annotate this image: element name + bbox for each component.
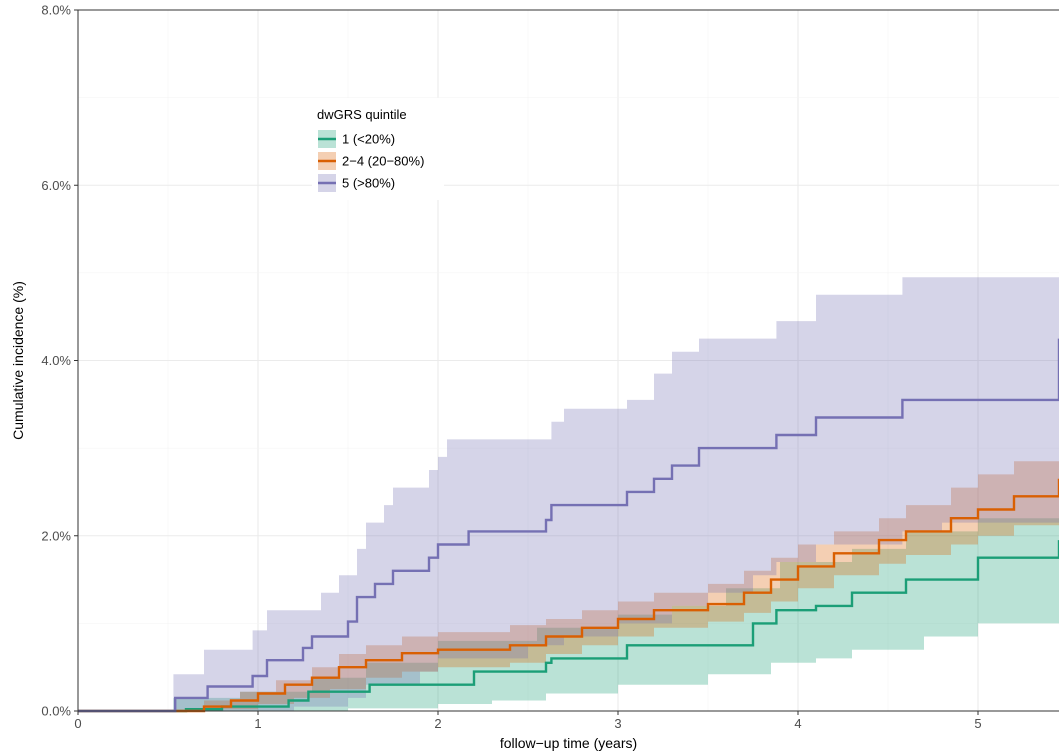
x-tick-label: 2 (434, 716, 441, 731)
confidence-band-1 (78, 505, 1059, 711)
x-tick-label: 3 (614, 716, 621, 731)
x-tick-label: 0 (74, 716, 81, 731)
y-tick-label: 0.0% (41, 704, 71, 719)
y-tick-label: 4.0% (41, 353, 71, 368)
x-tick-label: 4 (794, 716, 801, 731)
x-tick-label: 1 (254, 716, 261, 731)
incidence-lines (78, 338, 1059, 713)
y-tick-label: 8.0% (41, 3, 71, 18)
legend-label: 5 (>80%) (342, 176, 395, 191)
x-axis-title: follow−up time (years) (500, 735, 637, 751)
axis-ticks: 0 1 2 3 4 5 0.0% 2.0% 4.0% 6.0% 8.0% (41, 3, 981, 732)
legend-title: dwGRS quintile (317, 107, 407, 122)
y-tick-label: 6.0% (41, 178, 71, 193)
confidence-bands (78, 185, 1059, 712)
legend-label: 1 (<20%) (342, 132, 395, 147)
confidence-band-3 (78, 185, 1059, 712)
y-tick-label: 2.0% (41, 528, 71, 543)
legend-items: 1 (<20%) 2−4 (20−80%) 5 (>80%) (318, 130, 424, 192)
series-line-2 (78, 478, 1059, 713)
legend: dwGRS quintile 1 (<20%) 2−4 (20−80%) 5 (>8… (312, 98, 444, 200)
x-tick-label: 5 (974, 716, 981, 731)
series-line-3 (78, 338, 1059, 713)
y-axis-title: Cumulative incidence (%) (10, 281, 26, 440)
legend-label: 2−4 (20−80%) (342, 154, 424, 169)
series-line-1 (78, 540, 1059, 713)
